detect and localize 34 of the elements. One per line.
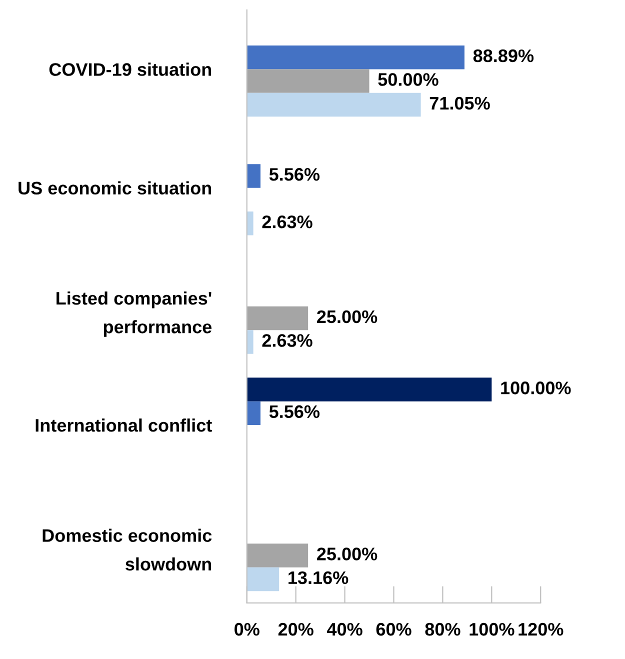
data-label: 50.00% xyxy=(378,73,438,86)
bar xyxy=(246,92,421,117)
bar xyxy=(246,378,492,402)
data-label: 71.05% xyxy=(430,96,490,110)
bar xyxy=(246,212,254,236)
bar xyxy=(246,69,370,93)
y-tick-label: International conflict xyxy=(36,418,212,432)
bar xyxy=(246,330,254,354)
y-tick-label: Domestic economic slowdown xyxy=(42,528,212,571)
x-tick-label: 60% xyxy=(376,622,412,636)
data-label: 2.63% xyxy=(262,334,312,347)
data-label: 25.00% xyxy=(317,548,378,560)
data-label: 5.56% xyxy=(269,405,320,418)
data-label: 100.00% xyxy=(501,382,571,394)
bar xyxy=(246,401,260,426)
y-tick-label: US economic situation xyxy=(18,181,212,195)
bar xyxy=(246,45,464,70)
bar xyxy=(246,164,260,188)
x-tick-label: 20% xyxy=(278,622,314,636)
data-label: 13.16% xyxy=(288,571,348,584)
data-label: 25.00% xyxy=(317,310,378,324)
data-label: 2.63% xyxy=(262,215,312,228)
bar xyxy=(246,544,308,568)
bar xyxy=(246,306,308,330)
data-label: 5.56% xyxy=(269,168,320,181)
bar xyxy=(246,567,280,592)
data-label: 88.89% xyxy=(473,49,534,62)
x-tick-label: 120% xyxy=(518,622,564,636)
y-tick-label: COVID-19 situation xyxy=(49,62,212,76)
y-tick-label: Listed companies' performance xyxy=(56,291,212,337)
x-tick-label: 100% xyxy=(470,622,514,636)
x-tick-label: 0% xyxy=(234,622,260,636)
x-tick-label: 40% xyxy=(326,622,362,636)
x-tick-label: 80% xyxy=(425,622,460,636)
